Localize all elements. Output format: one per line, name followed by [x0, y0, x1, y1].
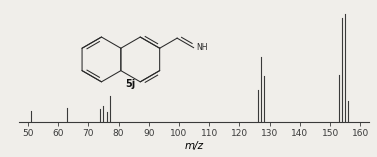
Text: 5j: 5j [126, 79, 136, 89]
Text: NH: NH [196, 43, 208, 52]
X-axis label: m/z: m/z [185, 141, 204, 151]
